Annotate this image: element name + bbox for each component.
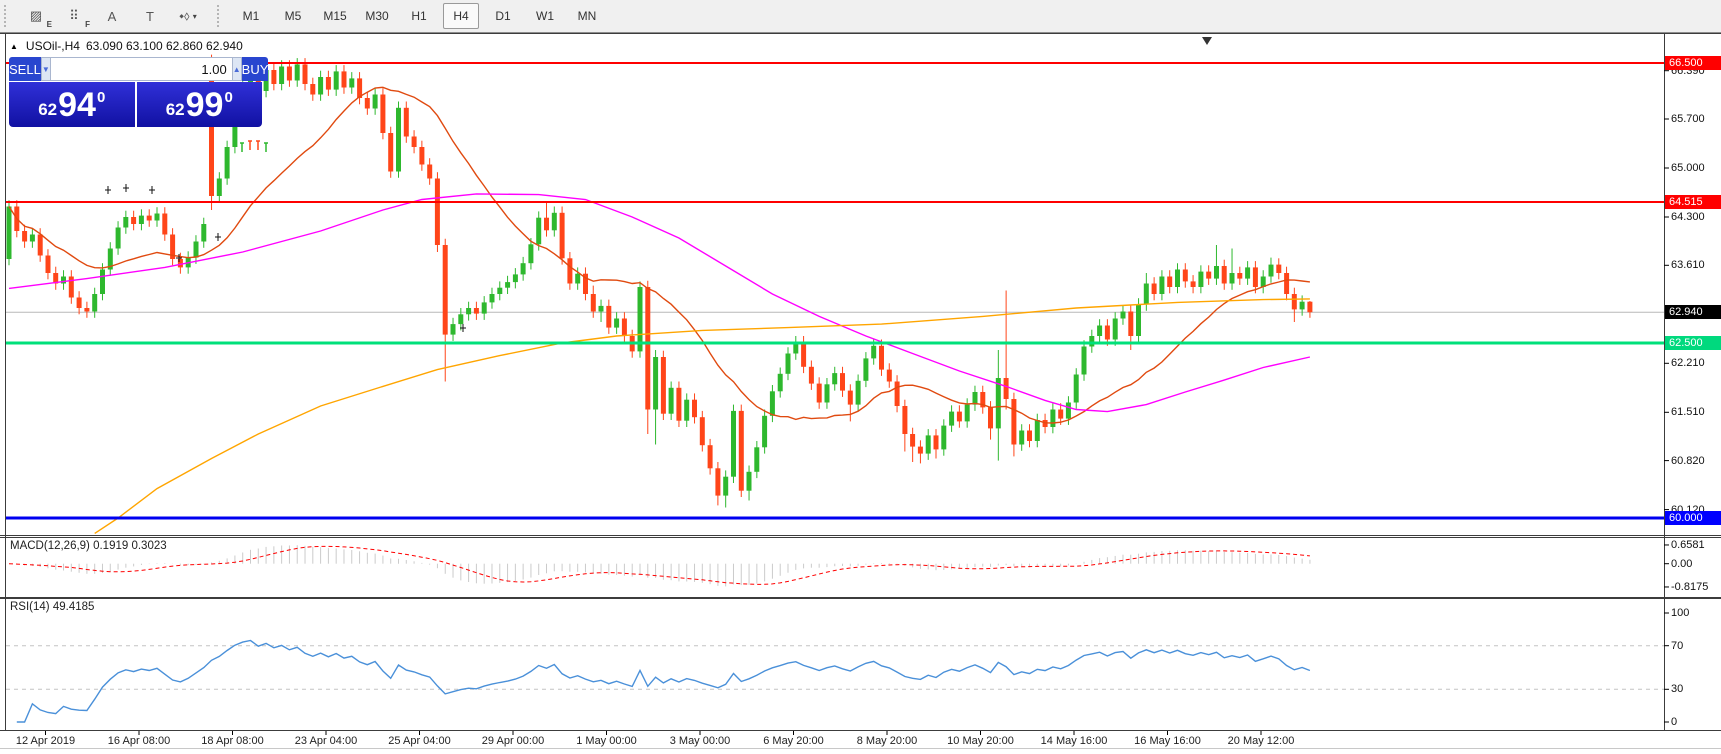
volume-decrease-button[interactable]: ▼ bbox=[40, 57, 51, 81]
rsi-tick-30: 30 bbox=[1671, 683, 1684, 696]
timeframe-button-w1[interactable]: W1 bbox=[536, 9, 554, 23]
date-label: 29 Apr 00:00 bbox=[481, 735, 545, 747]
price-badge-66.500: 66.500 bbox=[1665, 56, 1721, 70]
volume-increase-button[interactable]: ▲ bbox=[231, 57, 242, 81]
text-label-icon[interactable]: A bbox=[107, 8, 117, 24]
toolbar-drag-handle[interactable] bbox=[4, 5, 11, 27]
arrows-dropdown-icon[interactable]: ⬩⬨ ▾ bbox=[179, 8, 197, 23]
timeframe-button-m1[interactable]: M1 bbox=[242, 9, 260, 23]
price-tick-65.000: 65.000 bbox=[1671, 162, 1705, 174]
rsi-tick-100: 100 bbox=[1671, 607, 1690, 619]
timeframe-button-h4[interactable]: H4 bbox=[443, 3, 479, 29]
toolbar-drag-handle-2[interactable] bbox=[217, 5, 224, 27]
timeframe-button-m5[interactable]: M5 bbox=[284, 9, 302, 23]
price-badge-64.515: 64.515 bbox=[1665, 194, 1721, 209]
date-label: 16 May 16:00 bbox=[1134, 735, 1201, 747]
price-tick-64.300: 64.300 bbox=[1671, 211, 1705, 223]
text-box-icon[interactable]: T bbox=[146, 8, 154, 24]
buy-price-panel[interactable]: 62 99 0 bbox=[136, 82, 262, 127]
price-badge-62.500: 62.500 bbox=[1665, 336, 1721, 350]
date-label: 23 Apr 04:00 bbox=[294, 735, 358, 747]
date-label: 12 Apr 2019 bbox=[15, 735, 76, 747]
timeframe-button-m15[interactable]: M15 bbox=[323, 9, 347, 23]
symbol-ohlc-values: 63.090 63.100 62.860 62.940 bbox=[85, 39, 243, 53]
rsi-line bbox=[16, 639, 1311, 723]
volume-input[interactable] bbox=[50, 57, 232, 81]
macd-signal-line bbox=[8, 545, 1310, 585]
collapse-triangle-icon[interactable]: ▲ bbox=[10, 41, 18, 51]
chart-shift-marker-icon bbox=[1202, 37, 1212, 45]
rsi-label: RSI(14) 49.4185 bbox=[10, 601, 95, 613]
price-badge-60.000: 60.000 bbox=[1665, 511, 1721, 525]
expert-advisors-icon[interactable]: ▨ E bbox=[29, 8, 52, 29]
date-label: 20 May 12:00 bbox=[1227, 735, 1295, 747]
date-label: 16 Apr 08:00 bbox=[107, 735, 171, 747]
price-tick-65.700: 65.700 bbox=[1671, 113, 1705, 125]
price-tick-62.210: 62.210 bbox=[1671, 357, 1705, 370]
price-tick-61.510: 61.510 bbox=[1671, 406, 1705, 419]
fast-ma-line bbox=[8, 86, 1310, 424]
fibonacci-grid-icon[interactable]: ⠿ F bbox=[69, 8, 90, 29]
rsi-tick-0: 0 bbox=[1671, 716, 1678, 728]
buy-button[interactable]: BUY bbox=[241, 57, 269, 81]
buy-price-small: 62 bbox=[165, 99, 185, 119]
sell-price-panel[interactable]: 62 94 0 bbox=[9, 82, 135, 127]
price-badge-62.940: 62.940 bbox=[1665, 305, 1721, 320]
rsi-tick-70: 70 bbox=[1671, 639, 1684, 652]
main-toolbar: ▨ E ⠿ F A T ⬩⬨ ▾ M1 M5 M15 M30 H1 H4 D1 W1 MN bbox=[0, 0, 1721, 33]
date-label: 10 May 20:00 bbox=[947, 735, 1014, 747]
macd-tick-0.00: 0.00 bbox=[1671, 557, 1693, 570]
chart-title: ▲ USOil-,H4 63.090 63.100 62.860 62.940 bbox=[10, 39, 243, 53]
date-label: 14 May 16:00 bbox=[1040, 735, 1108, 747]
timeframe-button-m30[interactable]: M30 bbox=[365, 9, 389, 23]
sell-price-big: 94 bbox=[58, 85, 96, 124]
date-label: 1 May 00:00 bbox=[576, 735, 637, 747]
one-click-trading-panel: SELL ▼ ▲ BUY 62 94 0 62 99 0 bbox=[9, 57, 269, 127]
sell-button[interactable]: SELL bbox=[9, 57, 41, 81]
timeframe-button-h1[interactable]: H1 bbox=[411, 9, 427, 23]
medium-ma-line bbox=[8, 193, 1311, 413]
macd-label: MACD(12,26,9) 0.1919 0.3023 bbox=[10, 540, 167, 552]
macd-tick-0.6581: 0.6581 bbox=[1671, 538, 1705, 551]
macd-histogram bbox=[16, 545, 1311, 587]
price-tick-60.820: 60.820 bbox=[1671, 454, 1705, 467]
candles bbox=[6, 54, 1313, 508]
date-label: 3 May 00:00 bbox=[669, 735, 731, 747]
date-label: 25 Apr 04:00 bbox=[388, 735, 451, 747]
date-label: 6 May 20:00 bbox=[763, 735, 824, 747]
date-label: 8 May 20:00 bbox=[856, 735, 918, 747]
buy-price-sup: 0 bbox=[224, 89, 233, 106]
sell-price-sup: 0 bbox=[96, 89, 106, 106]
macd-tick--0.8175: -0.8175 bbox=[1671, 580, 1709, 593]
symbol-name: USOil-,H4 bbox=[25, 39, 80, 53]
buy-price-big: 99 bbox=[185, 85, 224, 124]
date-label: 18 Apr 08:00 bbox=[201, 735, 264, 747]
timeframe-button-mn[interactable]: MN bbox=[577, 9, 597, 23]
sell-price-small: 62 bbox=[38, 99, 58, 119]
timeframe-button-d1[interactable]: D1 bbox=[495, 9, 511, 23]
price-tick-63.610: 63.610 bbox=[1671, 259, 1705, 272]
